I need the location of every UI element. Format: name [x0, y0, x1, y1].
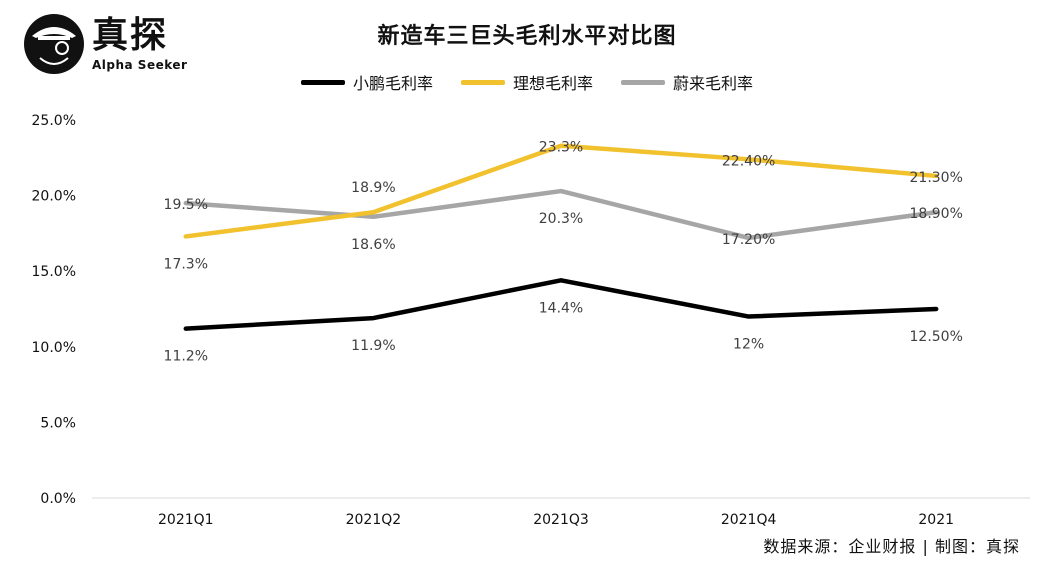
source-note: 数据来源：企业财报 | 制图：真探 — [763, 537, 1020, 556]
data-label: 17.3% — [164, 256, 208, 272]
data-label: 18.90% — [910, 206, 963, 222]
x-tick-label: 2021Q3 — [533, 512, 589, 528]
legend-item-xpeng: 小鹏毛利率 — [300, 70, 433, 94]
y-tick-label: 0.0% — [40, 491, 76, 507]
data-label: 11.9% — [351, 338, 395, 354]
brand-name: 真探 — [92, 15, 169, 56]
y-tick-label: 25.0% — [32, 113, 76, 129]
chart-title: 新造车三巨头毛利水平对比图 — [377, 24, 677, 49]
y-tick-label: 5.0% — [40, 415, 76, 431]
y-tick-label: 10.0% — [32, 340, 76, 356]
x-tick-label: 2021 — [918, 512, 954, 528]
data-label: 11.2% — [164, 349, 208, 365]
legend-item-li: 理想毛利率 — [460, 70, 593, 94]
legend-label-xpeng: 小鹏毛利率 — [352, 74, 433, 93]
brand-logo: 真探 Alpha Seeker — [22, 12, 192, 76]
data-label: 23.3% — [539, 140, 583, 156]
data-label: 14.4% — [539, 300, 583, 316]
legend-swatch-nio — [621, 79, 665, 85]
data-label: 19.5% — [164, 197, 208, 213]
x-tick-label: 2021Q1 — [158, 512, 214, 528]
data-label: 12.50% — [910, 329, 963, 345]
detective-icon — [24, 14, 84, 74]
series-line — [183, 188, 939, 241]
legend-item-nio: 蔚来毛利率 — [621, 70, 753, 94]
legend-label-li: 理想毛利率 — [512, 74, 593, 93]
legend-label-nio: 蔚来毛利率 — [673, 74, 754, 93]
legend-swatch-xpeng — [300, 79, 345, 85]
x-tick-label: 2021Q4 — [721, 512, 777, 528]
y-tick-label: 20.0% — [32, 189, 76, 205]
data-label: 21.30% — [910, 170, 963, 186]
data-label: 20.3% — [539, 211, 583, 227]
series-line — [183, 143, 939, 239]
brand-tagline: Alpha Seeker — [92, 58, 188, 72]
series-line — [183, 278, 939, 331]
y-tick-label: 15.0% — [32, 264, 76, 280]
data-label: 22.40% — [722, 153, 775, 169]
legend-swatch-li — [460, 79, 505, 85]
data-label: 18.6% — [351, 237, 395, 253]
data-label: 12% — [733, 337, 764, 353]
data-label: 17.20% — [722, 232, 775, 248]
x-tick-label: 2021Q2 — [346, 512, 402, 528]
chart-legend: 小鹏毛利率 理想毛利率 蔚来毛利率 — [0, 70, 1054, 94]
data-label: 18.9% — [351, 180, 395, 196]
